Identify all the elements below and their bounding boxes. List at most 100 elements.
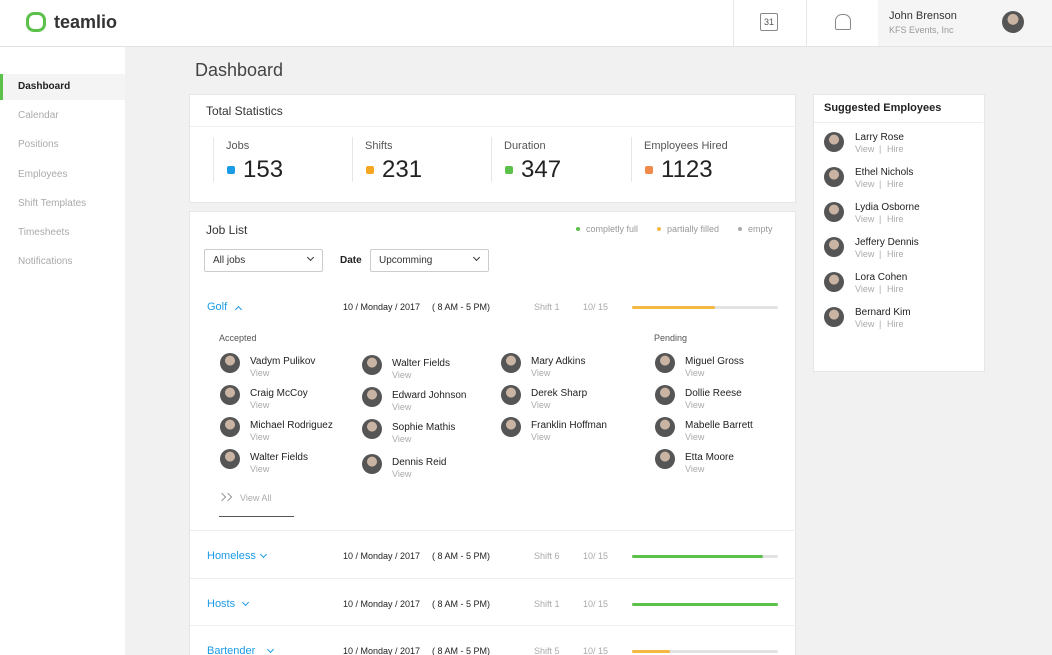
active-item [0,74,125,100]
sidebar-item[interactable]: Employees [18,168,68,180]
bell-icon[interactable] [835,14,851,30]
job-date: 10 / Monday / 2017 [343,646,421,655]
dropdown[interactable]: Upcomming [370,249,489,272]
stat-value: 153 [243,156,284,183]
view-link[interactable]: View [250,464,270,474]
avatar [220,353,240,373]
legend-label: completly full [586,224,639,234]
job-name[interactable]: Homeless [207,550,256,562]
separator: | [879,249,882,259]
person-name: Miguel Gross [685,356,744,367]
divider [814,122,983,123]
view-link[interactable]: View [392,402,412,412]
progress-track [632,650,778,653]
sidebar-item[interactable]: Calendar [18,110,59,122]
person-name: Walter Fields [250,452,308,463]
row-divider [190,625,794,626]
row-divider [190,578,794,579]
view-link[interactable]: View [250,368,270,378]
avatar [362,419,382,439]
hire-link[interactable]: Hire [887,214,904,224]
view-link[interactable]: View [685,400,705,410]
job-name[interactable]: Hosts [207,598,236,610]
employee-name: Lora Cohen [855,272,908,283]
view-link[interactable]: View [531,368,551,378]
job-time: ( 8 AM - 5 PM) [432,302,491,312]
view-link[interactable]: View [392,469,412,479]
hire-link[interactable]: Hire [887,179,904,189]
sidebar-item[interactable]: Timesheets [18,227,70,238]
user-company: KFS Events, Inc [889,25,954,35]
person-name: Craig McCoy [250,388,308,399]
hire-link[interactable]: Hire [887,319,904,329]
stat-icon [505,166,513,174]
job-list-title: Job List [206,223,248,237]
sidebar-item[interactable]: Dashboard [18,81,71,92]
avatar [655,449,675,469]
view-link[interactable]: View [250,400,270,410]
job-name[interactable]: Golf [207,301,228,313]
view-link[interactable]: View [392,434,412,444]
avatar [220,385,240,405]
stat-divider [491,137,492,182]
divider [190,126,794,127]
view-link[interactable]: View [250,432,270,442]
job-shift: Shift 1 [534,599,560,609]
stats-title: Total Statistics [206,104,283,118]
employee-name: Jeffery Dennis [855,237,919,248]
stats-card card [189,94,796,203]
divider [806,0,807,46]
legend-dot [738,227,742,231]
separator: | [879,284,882,294]
job-shift: Shift 5 [534,646,560,655]
view-link[interactable]: View [685,368,705,378]
avatar [824,237,844,257]
avatar [362,355,382,375]
view-link[interactable]: View [855,144,875,154]
logo-icon [26,12,46,32]
employee-name: Bernard Kim [855,307,911,318]
sidebar-item[interactable]: Shift Templates [18,197,87,209]
sidebar-item[interactable]: Positions [18,139,59,151]
view-link[interactable]: View [685,432,705,442]
hire-link[interactable]: Hire [887,249,904,259]
person-name: Derek Sharp [531,388,588,399]
avatar [824,202,844,222]
employee-name: Ethel Nichols [855,167,914,178]
dropdown-value: All jobs [213,255,246,266]
accepted-label: Accepted [219,333,257,343]
progress-fill [632,650,670,653]
person-name: Mabelle Barrett [685,420,753,431]
view-link[interactable]: View [531,400,551,410]
view-link[interactable]: View [855,249,875,259]
person-name: Edward Johnson [392,390,467,401]
date-label: Date [340,255,362,266]
view-link[interactable]: View [392,370,412,380]
avatar [220,417,240,437]
job-shift: Shift 6 [534,551,560,561]
view-all[interactable]: View All [240,493,272,503]
calendar-icon[interactable]: 31 [760,13,778,31]
view-link[interactable]: View [855,284,875,294]
job-count: 10/ 15 [583,302,609,312]
hire-link[interactable]: Hire [887,144,904,154]
view-link[interactable]: View [685,464,705,474]
person-name: Mary Adkins [531,356,586,367]
stat-divider [631,137,632,182]
hire-link[interactable]: Hire [887,284,904,294]
avatar [824,307,844,327]
view-link[interactable]: View [855,179,875,189]
job-count: 10/ 15 [583,646,609,655]
avatar [501,417,521,437]
view-link[interactable]: View [531,432,551,442]
progress-fill [632,555,764,558]
sidebar-item[interactable]: Notifications [18,256,73,268]
view-link[interactable]: View [855,319,875,329]
job-name[interactable]: Bartender [207,645,256,655]
avatar [824,132,844,152]
dropdown[interactable]: All jobs [204,249,323,272]
stat-divider [352,137,353,182]
view-link[interactable]: View [855,214,875,224]
underline [219,516,294,517]
job-time: ( 8 AM - 5 PM) [432,646,491,655]
